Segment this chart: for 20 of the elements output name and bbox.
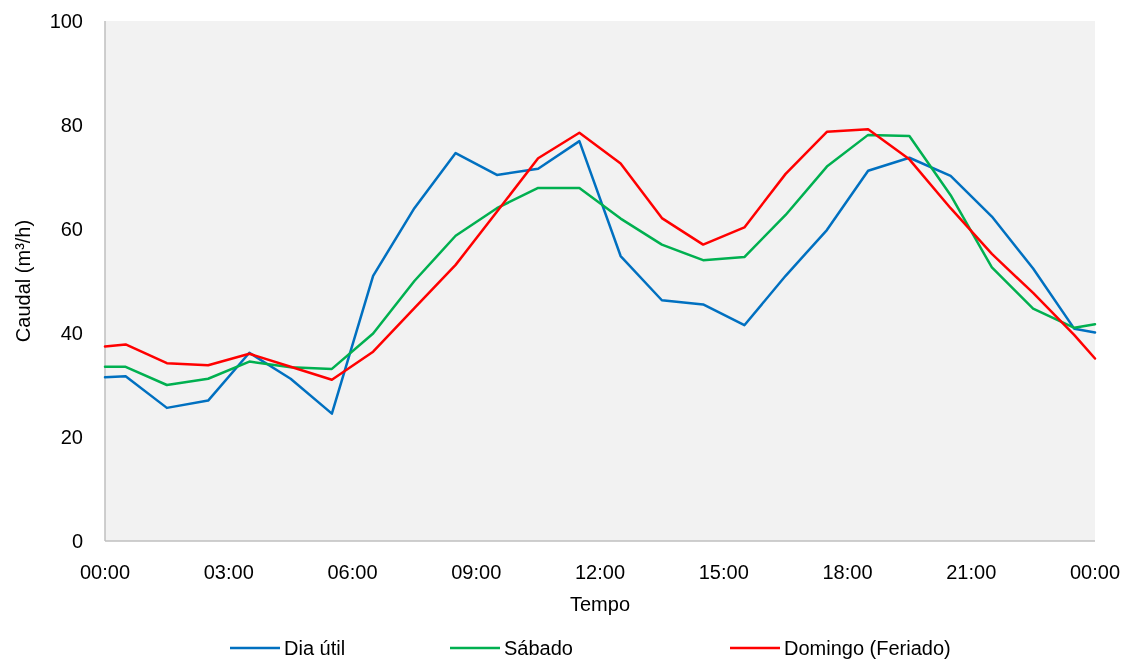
x-tick-label: 18:00 [822, 561, 873, 583]
y-tick-label: 60 [60, 218, 83, 240]
y-tick-label: 0 [71, 530, 83, 552]
legend-label: Sábado [504, 637, 573, 659]
x-tick-label: 06:00 [327, 561, 378, 583]
x-tick-label: 15:00 [698, 561, 749, 583]
legend-label: Domingo (Feriado) [784, 637, 951, 659]
x-tick-label: 12:00 [574, 561, 626, 583]
y-tick-label: 40 [60, 322, 83, 344]
y-tick-label: 20 [60, 426, 83, 448]
x-tick-label: 00:00 [79, 561, 131, 583]
y-axis-title: Caudal (m³/h) [12, 219, 34, 343]
x-tick-label: 09:00 [451, 561, 502, 583]
x-tick-label: 21:00 [946, 561, 997, 583]
y-tick-label: 100 [49, 10, 83, 32]
legend-label: Dia útil [284, 637, 346, 659]
x-tick-label: 00:00 [1069, 561, 1121, 583]
x-tick-label: 03:00 [203, 561, 254, 583]
x-axis-title: Tempo [569, 593, 631, 615]
y-tick-label: 80 [60, 114, 83, 136]
